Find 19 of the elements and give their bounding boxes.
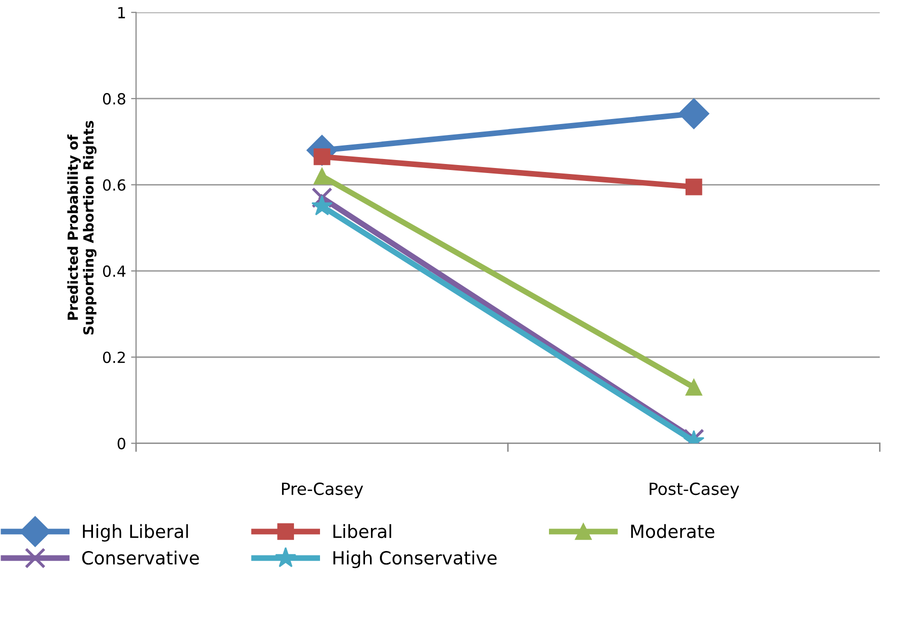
x-tick-label: Pre-Casey (282, 482, 364, 498)
legend-label: Conservative (82, 550, 199, 565)
point (314, 168, 330, 184)
y-tick-label: 1 (118, 7, 125, 18)
y-tick-label: 0.6 (103, 179, 126, 191)
point (678, 98, 710, 130)
y-tick-label: 0.8 (103, 93, 126, 105)
point (686, 178, 702, 196)
x-tick-label: Post-Casey (650, 482, 740, 498)
legend-label: High Liberal (82, 524, 188, 542)
legend-label: High Conservative (333, 550, 497, 568)
point (311, 195, 333, 216)
point (312, 187, 332, 208)
legend-label: Liberal (333, 524, 392, 538)
y-tick-label: 0 (118, 438, 126, 450)
legend-label: Moderate (631, 524, 714, 538)
y-tick-label: 0.2 (103, 352, 125, 364)
y-tick-label: 0.4 (103, 265, 126, 277)
y-axis-title: Predicted Probability of Supporting Abortion Rights (67, 120, 96, 334)
